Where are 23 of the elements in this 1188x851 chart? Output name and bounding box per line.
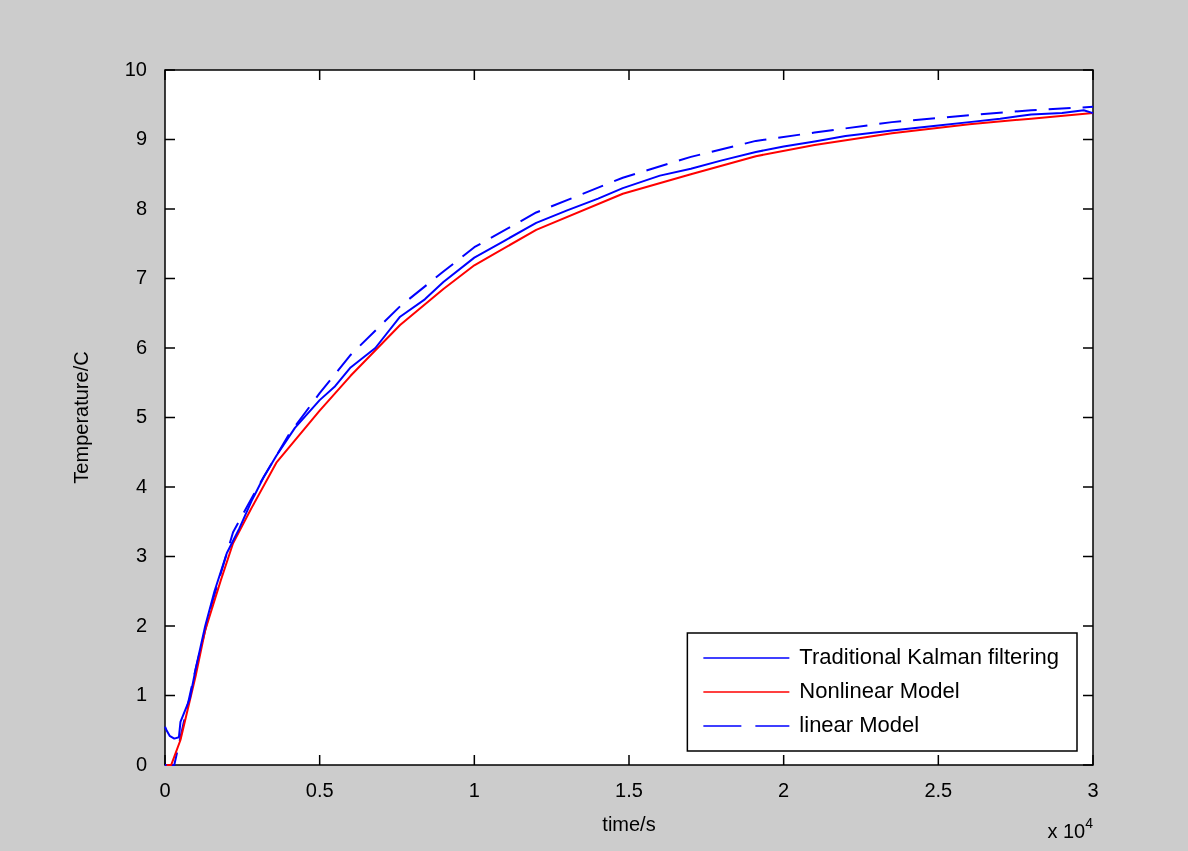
y-tick-label: 10	[124, 57, 147, 80]
legend-label: linear Model	[799, 712, 920, 738]
y-axis-title: Temperature/C	[69, 351, 92, 484]
y-tick-label: 5	[135, 405, 147, 428]
x-tick-label: 3	[1087, 778, 1099, 801]
y-tick-label: 8	[135, 196, 147, 219]
x-tick-label: 2	[778, 778, 790, 801]
x-tick-label: 0	[159, 778, 171, 801]
x-tick-label: 0.5	[305, 778, 334, 801]
x-tick-label: 2.5	[924, 778, 953, 801]
x-axis-title: time/s	[602, 812, 656, 835]
y-tick-label: 7	[135, 266, 147, 289]
x-tick-label: 1	[468, 778, 480, 801]
y-tick-label: 3	[135, 544, 147, 567]
legend-label: Nonlinear Model	[799, 678, 960, 704]
y-tick-label: 4	[135, 474, 147, 497]
x-tick-label: 1.5	[615, 778, 643, 801]
y-tick-label: 6	[135, 335, 147, 358]
y-tick-label: 0	[135, 752, 147, 775]
legend-label: Traditional Kalman filtering	[799, 644, 1059, 670]
y-tick-label: 9	[135, 127, 147, 150]
y-tick-label: 2	[135, 613, 147, 636]
y-tick-label: 1	[135, 683, 147, 706]
